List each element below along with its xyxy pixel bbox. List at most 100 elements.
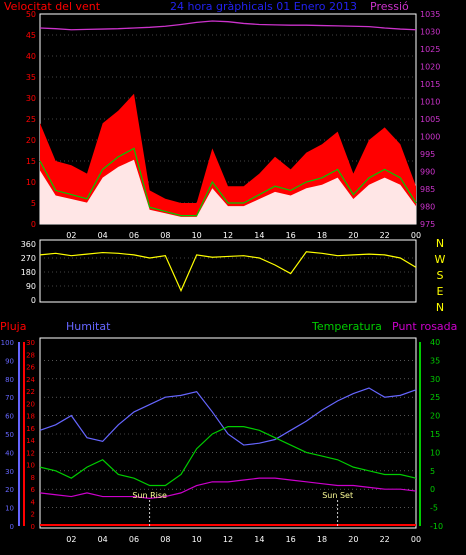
humidity-tick-label: 10 [5,505,14,513]
humidity-tick-label: 30 [5,468,14,476]
x-tick-label: 16 [286,231,296,240]
humidity-tick-label: 20 [5,486,14,494]
rain-tick-label: 22 [26,388,35,396]
temperature-tick-label: 40 [430,338,440,347]
wind-direction-chart: 0 90 180 270 360 [21,240,417,305]
pressure-tick-label: 1035 [420,10,440,19]
cardinal-label: N [436,301,444,314]
temperature-tick-label: 10 [430,448,440,457]
wind-tick-label: 10 [26,178,36,187]
x-tick-label: 12 [223,535,233,544]
sun-annotation: Sun Set [322,491,353,500]
x-tick-label: 04 [98,231,108,240]
pressure-tick-label: 1015 [420,80,440,89]
rain-tick-label: 16 [26,425,35,433]
wind-tick-label: 35 [26,73,36,82]
x-tick-label: 12 [223,231,233,240]
wind-tick-label: 20 [26,136,36,145]
legend-rain: Pluja [0,320,26,333]
chart-date-title: 24 hora gràphicals 01 Enero 2013 [170,0,357,13]
wind-speed-area [40,159,416,224]
rain-tick-label: 30 [26,339,35,347]
x-tick-label: 08 [160,231,170,240]
wind-tick-label: 15 [26,157,36,166]
pressure-tick-label: 1010 [420,98,440,107]
rain-tick-label: 26 [26,364,35,372]
humidity-tick-label: 90 [5,357,14,365]
x-tick-label: 16 [286,535,296,544]
pressure-tick-label: 980 [420,203,435,212]
wind-pressure-chart: 0510152025303540455097598098599099510001… [26,10,441,240]
dewpoint-line [39,477,417,500]
rain-tick-label: 12 [26,449,35,457]
direction-tick-label: 0 [31,296,36,305]
direction-tick-label: 270 [21,254,36,263]
x-tick-label: 06 [129,231,139,240]
temperature-tick-label: 15 [430,430,440,439]
humidity-tick-label: 50 [5,431,14,439]
cardinal-label: W [435,253,446,266]
temperature-tick-label: 35 [430,356,440,365]
rain-tick-label: 6 [31,486,36,494]
x-tick-label: 00 [411,231,421,240]
legend-humidity: Humitat [66,320,111,333]
direction-tick-label: 180 [21,268,36,277]
rain-tick-label: 18 [26,413,35,421]
x-tick-label: 10 [192,231,202,240]
humidity-tick-label: 100 [1,339,14,347]
x-tick-label: 22 [380,535,390,544]
wind-tick-label: 40 [26,52,36,61]
humidity-line [39,387,417,446]
pressure-tick-label: 1025 [420,45,440,54]
pressure-tick-label: 995 [420,150,435,159]
sun-annotation: Sun Rise [132,491,167,500]
x-tick-label: 02 [66,535,76,544]
humidity-tick-label: 80 [5,376,14,384]
pressure-tick-label: 975 [420,220,435,229]
wind-speed-title: Velocitat del vent [4,0,101,13]
pressure-tick-label: 985 [420,185,435,194]
temperature-tick-label: 5 [430,467,435,476]
rain-tick-label: 24 [26,376,35,384]
rain-tick-label: 0 [31,523,35,531]
rain-tick-label: 10 [26,462,35,470]
cardinal-label: E [437,285,444,298]
cardinal-label: S [437,269,444,282]
wind-tick-label: 25 [26,115,36,124]
x-tick-label: 10 [192,535,202,544]
wind-tick-label: 0 [31,220,36,229]
pressure-title: Pressió [370,0,409,13]
legend-temperature: Temperatura [311,320,382,333]
rain-tick-label: 2 [31,511,35,519]
x-tick-label: 06 [129,535,139,544]
pressure-tick-label: 1030 [420,28,440,37]
x-tick-label: 02 [66,231,76,240]
climate-chart: 0102030405060708090100024681012141618202… [1,338,443,544]
pressure-tick-label: 1000 [420,133,440,142]
pressure-tick-label: 1020 [420,63,440,72]
climate-panel-frame [39,337,417,529]
wind-avg-line [39,147,417,217]
x-tick-label: 08 [160,535,170,544]
temperature-tick-label: 20 [430,412,440,421]
legend-dewpoint: Punt rosada [392,320,457,333]
pressure-tick-label: 1005 [420,115,440,124]
wind-tick-label: 50 [26,10,36,19]
rain-tick-label: 14 [26,437,35,445]
humidity-tick-label: 0 [10,523,14,531]
x-tick-label: 00 [411,535,421,544]
humidity-tick-label: 60 [5,413,14,421]
cardinal-label: N [436,237,444,250]
direction-panel-frame [39,239,417,303]
x-tick-label: 20 [348,535,358,544]
rain-tick-label: 28 [26,351,35,359]
temperature-tick-label: -10 [430,522,443,531]
temperature-tick-label: 30 [430,375,440,384]
rain-tick-label: 4 [31,498,36,506]
pressure-tick-label: 990 [420,168,435,177]
x-tick-label: 20 [348,231,358,240]
rain-tick-label: 20 [26,400,35,408]
pressure-line [39,20,417,31]
